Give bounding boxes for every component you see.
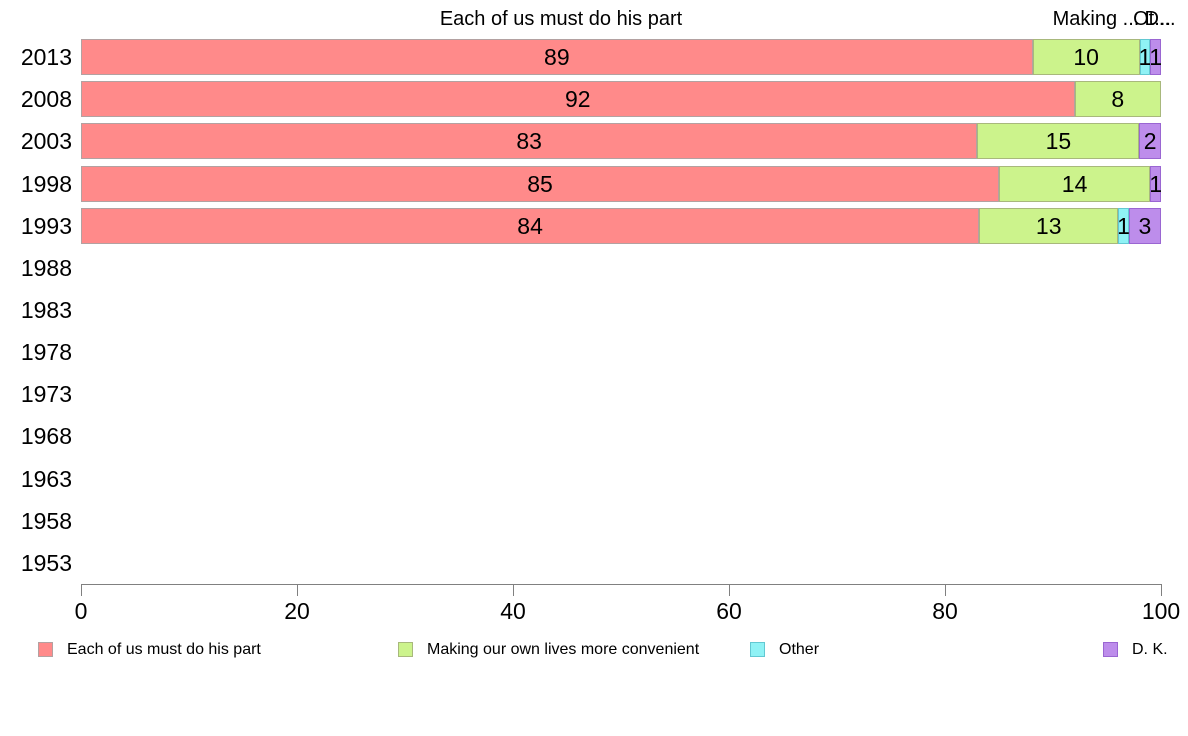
year-label: 1998: [20, 171, 72, 197]
bar-segment: 1: [1117, 208, 1130, 244]
legend-label: D. K.: [1132, 641, 1168, 658]
x-axis-tick: [729, 584, 730, 596]
year-label: 2008: [20, 86, 72, 112]
bar-segment: 84: [81, 208, 980, 244]
bar-segment: 1: [1138, 39, 1152, 75]
bar-row: 84 13 1 3: [81, 208, 1161, 244]
bar-value-label: 1: [1149, 171, 1162, 197]
x-axis-line: [81, 584, 1161, 585]
x-axis-tick-label: 60: [716, 598, 742, 624]
year-label: 1958: [20, 508, 72, 534]
legend-swatch: [398, 642, 413, 657]
bar-value-label: 85: [527, 171, 553, 197]
bar-value-label: 2: [1143, 128, 1157, 154]
bar-value-label: 1: [1138, 44, 1152, 70]
legend-label: Other: [779, 641, 820, 658]
x-axis-tick-label: 40: [500, 598, 526, 624]
column-header-label: D...: [1144, 8, 1176, 30]
bar-value-label: 10: [1073, 44, 1099, 70]
bar-value-label: 89: [544, 44, 570, 70]
bar-value-label: 1: [1149, 44, 1163, 70]
x-axis-tick-label: 0: [74, 598, 88, 624]
year-label: 1983: [20, 297, 72, 323]
bar-segment: 1: [1149, 166, 1162, 202]
bar-value-label: 14: [1061, 171, 1088, 197]
legend-swatch: [750, 642, 765, 657]
bar-value-label: 15: [1045, 128, 1072, 154]
year-label: 1993: [20, 213, 72, 239]
year-label: 1978: [20, 339, 72, 365]
bar-row: 83 15 2: [81, 123, 1161, 159]
year-label: 2013: [20, 44, 72, 70]
x-axis-tick-label: 100: [1141, 598, 1181, 624]
bar-value-label: 83: [516, 128, 542, 154]
x-axis-tick-label: 80: [932, 598, 958, 624]
bar-segment: 2: [1139, 123, 1161, 159]
bar-segment: 10: [1032, 39, 1140, 75]
x-axis-tick: [81, 584, 82, 596]
x-axis-tick-label: 20: [284, 598, 310, 624]
bar-segment: 92: [81, 81, 1075, 117]
bar-value-label: 1: [1117, 213, 1130, 239]
bar-value-label: 8: [1111, 86, 1125, 112]
bar-row: 85 14 1: [81, 166, 1162, 202]
bar-segment: 15: [977, 123, 1140, 159]
x-axis-tick: [513, 584, 514, 596]
column-header-label: Each of us must do his part: [439, 8, 683, 30]
column-header-label: Making ...: [1052, 8, 1140, 30]
bar-segment: 1: [1149, 39, 1163, 75]
year-label: 1968: [20, 423, 72, 449]
bar-segment: 83: [81, 123, 978, 159]
legend-swatch: [38, 642, 53, 657]
column-header-label: Ot...: [1133, 8, 1171, 30]
bar-segment: 8: [1074, 81, 1161, 117]
bar-segment: 89: [81, 39, 1033, 75]
bar-value-label: 92: [565, 86, 591, 112]
x-axis-tick: [1161, 584, 1162, 596]
year-label: 1988: [20, 255, 72, 281]
bar-segment: 85: [81, 166, 999, 202]
bar-value-label: 3: [1138, 213, 1152, 239]
year-label: 1973: [20, 381, 72, 407]
bar-segment: 13: [979, 208, 1119, 244]
legend-swatch: [1103, 642, 1118, 657]
bar-segment: 3: [1128, 208, 1161, 244]
year-label: 1963: [20, 466, 72, 492]
bar-row: 92 8: [81, 81, 1161, 117]
legend-label: Each of us must do his part: [67, 641, 261, 658]
bar-row: 89 10 1 1: [81, 39, 1163, 75]
x-axis-tick: [297, 584, 298, 596]
legend-label: Making our own lives more convenient: [427, 641, 700, 658]
bar-value-label: 13: [1035, 213, 1062, 239]
year-label: 1953: [20, 550, 72, 576]
x-axis-tick: [945, 584, 946, 596]
year-label: 2003: [20, 128, 72, 154]
bar-segment: 14: [999, 166, 1151, 202]
bar-value-label: 84: [517, 213, 543, 239]
